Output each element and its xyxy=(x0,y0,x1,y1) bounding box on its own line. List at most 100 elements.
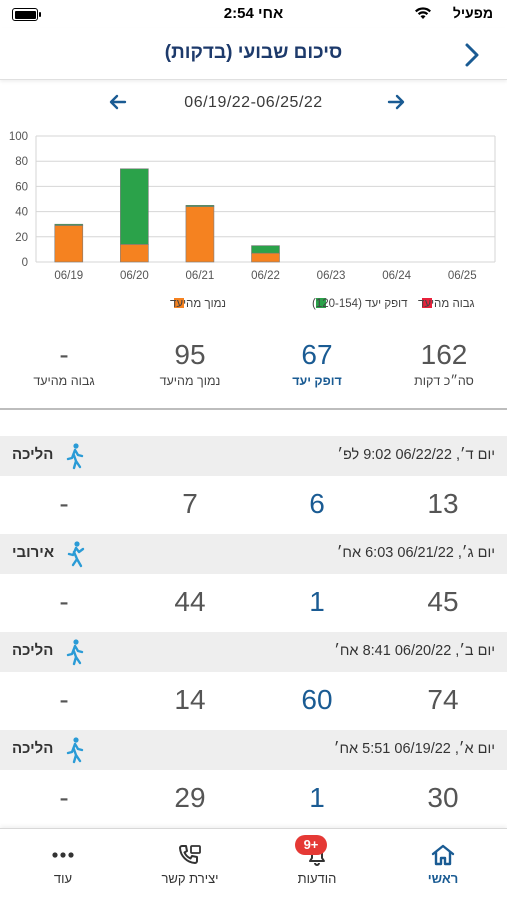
legend-swatch xyxy=(422,298,432,308)
header: סיכום שבועי (בדקות) xyxy=(0,28,507,80)
activity-above-target-minutes: - xyxy=(59,488,69,519)
week-range: 06/19/22-06/25/22 xyxy=(184,94,323,111)
tab-notifications-label: הודעות xyxy=(297,871,337,886)
activity-below-target-minutes: 14 xyxy=(174,684,206,715)
back-button[interactable] xyxy=(459,40,485,70)
notifications-badge: 9+ xyxy=(295,835,327,855)
activity-date: יום ד׳, 06/22/22 9:02 לפ׳ xyxy=(337,447,495,463)
bar-segment xyxy=(185,205,215,207)
tab-more-label: עוד xyxy=(53,871,73,886)
activity-type: הליכה xyxy=(12,740,54,757)
page-title: סיכום שבועי (בדקות) xyxy=(164,42,343,63)
activity-above-target-minutes: - xyxy=(59,782,69,813)
week-navigation: 06/19/22-06/25/22 xyxy=(0,90,507,116)
bar-segment xyxy=(251,245,280,254)
arrow-left-icon[interactable] xyxy=(108,92,128,112)
activity-within-target-minutes: 60 xyxy=(301,684,333,715)
activity-above-target-minutes: - xyxy=(59,586,69,617)
legend-label: דופק יעד (120-154) xyxy=(312,298,408,310)
x-tick-label: 06/20 xyxy=(120,270,149,282)
activity-below-target-minutes: 44 xyxy=(174,586,206,617)
status-bar: 2:54 אחי מפעיל xyxy=(0,0,507,28)
aerobic-icon xyxy=(67,541,85,568)
activity-type: הליכה xyxy=(12,642,54,659)
activity-metrics-row[interactable]: 45 1 44 - xyxy=(0,574,507,632)
activity-date: יום ב׳, 06/20/22 8:41 אח׳ xyxy=(334,643,495,659)
activity-within-target-minutes: 6 xyxy=(309,488,325,519)
activity-type: הליכה xyxy=(12,446,54,463)
walking-icon xyxy=(66,443,84,470)
activity-type: אירובי xyxy=(12,544,55,561)
summary-below-value: 95 xyxy=(174,339,206,370)
summary-above-label: גבוה מהיעד xyxy=(33,374,95,388)
tab-home-label: ראשי xyxy=(427,871,459,886)
x-tick-label: 06/21 xyxy=(186,270,215,282)
legend-swatch xyxy=(174,298,184,308)
activity-header[interactable]: יום ג׳, 06/21/22 6:03 אח׳ אירובי xyxy=(0,534,507,574)
x-tick-label: 06/23 xyxy=(317,270,346,282)
home-icon xyxy=(431,844,455,866)
x-tick-label: 06/19 xyxy=(54,270,83,282)
walking-icon xyxy=(66,639,84,666)
activity-header[interactable]: יום ב׳, 06/20/22 8:41 אח׳ הליכה xyxy=(0,632,507,672)
legend-label: נמוך מהיעד xyxy=(170,298,226,310)
tab-home[interactable]: ראשי xyxy=(393,843,493,886)
bar-segment xyxy=(120,244,149,263)
y-tick-label: 100 xyxy=(9,131,28,143)
x-tick-label: 06/24 xyxy=(382,270,411,282)
arrow-right-icon[interactable] xyxy=(386,92,406,112)
tab-more[interactable]: עוד xyxy=(13,843,113,886)
summary-below-target: 95 נמוך מהיעד xyxy=(130,338,250,388)
x-tick-label: 06/22 xyxy=(251,270,280,282)
y-tick-label: 0 xyxy=(22,257,28,269)
bar-segment xyxy=(185,206,215,263)
bar-segment xyxy=(54,225,84,263)
tab-bar: ראשי 9+ הודעות יצירת קשר עוד xyxy=(0,828,507,900)
battery-icon xyxy=(12,8,41,21)
legend-swatch xyxy=(316,298,326,308)
summary-within-value: 67 xyxy=(301,339,333,370)
y-tick-label: 40 xyxy=(15,207,28,219)
summary-total-value: 162 xyxy=(420,339,468,370)
activity-total-minutes: 74 xyxy=(427,684,459,715)
carrier-name: מפעיל xyxy=(452,5,493,21)
activity-below-target-minutes: 7 xyxy=(182,488,198,519)
status-time: 2:54 אחי xyxy=(223,5,284,22)
summary-above-value: - xyxy=(59,339,69,370)
activity-metrics-row[interactable]: 74 60 14 - xyxy=(0,672,507,730)
activity-date: יום ג׳, 06/21/22 6:03 אח׳ xyxy=(336,545,495,561)
activity-list: יום ד׳, 06/22/22 9:02 לפ׳ הליכה 13 6 7 -… xyxy=(0,436,507,828)
activity-metrics-row[interactable]: 30 1 29 - xyxy=(0,770,507,828)
summary-total-label: סה״כ דקות xyxy=(414,374,474,388)
activity-metrics-row[interactable]: 13 6 7 - xyxy=(0,476,507,534)
legend-label: גבוה מהיעד xyxy=(418,298,475,310)
summary-above-target: - גבוה מהיעד xyxy=(4,338,124,388)
more-icon xyxy=(52,852,74,858)
activity-above-target-minutes: - xyxy=(59,684,69,715)
section-divider xyxy=(0,408,507,410)
tab-contact[interactable]: יצירת קשר xyxy=(140,843,240,886)
activity-below-target-minutes: 29 xyxy=(174,782,206,813)
weekly-summary: 162 סה״כ דקות 67 דופק יעד 95 נמוך מהיעד … xyxy=(0,338,507,402)
y-tick-label: 60 xyxy=(15,181,28,193)
weekly-minutes-chart: 0 20 40 60 80 100 06/19 06/20 06/21 06/22 06/23 06/… xyxy=(9,131,496,310)
tab-notifications[interactable]: 9+ הודעות xyxy=(267,835,367,886)
activity-total-minutes: 30 xyxy=(427,782,459,813)
bar-segment xyxy=(120,168,149,245)
bar-segment xyxy=(251,252,280,263)
activity-total-minutes: 13 xyxy=(427,488,459,519)
activity-date: יום א׳, 06/19/22 5:51 אח׳ xyxy=(333,741,495,757)
y-tick-label: 80 xyxy=(15,156,28,168)
summary-total: 162 סה״כ דקות xyxy=(384,338,504,388)
tab-contact-label: יצירת קשר xyxy=(161,871,219,886)
y-tick-label: 20 xyxy=(15,232,28,244)
bar-segment xyxy=(54,223,84,226)
summary-below-label: נמוך מהיעד xyxy=(159,374,221,388)
phone-icon xyxy=(179,845,201,864)
activity-within-target-minutes: 1 xyxy=(309,782,325,813)
wifi-icon xyxy=(415,7,431,19)
activity-header[interactable]: יום א׳, 06/19/22 5:51 אח׳ הליכה xyxy=(0,730,507,770)
x-tick-label: 06/25 xyxy=(448,270,477,282)
summary-within-label: דופק יעד xyxy=(292,374,342,388)
activity-header[interactable]: יום ד׳, 06/22/22 9:02 לפ׳ הליכה xyxy=(0,436,507,476)
